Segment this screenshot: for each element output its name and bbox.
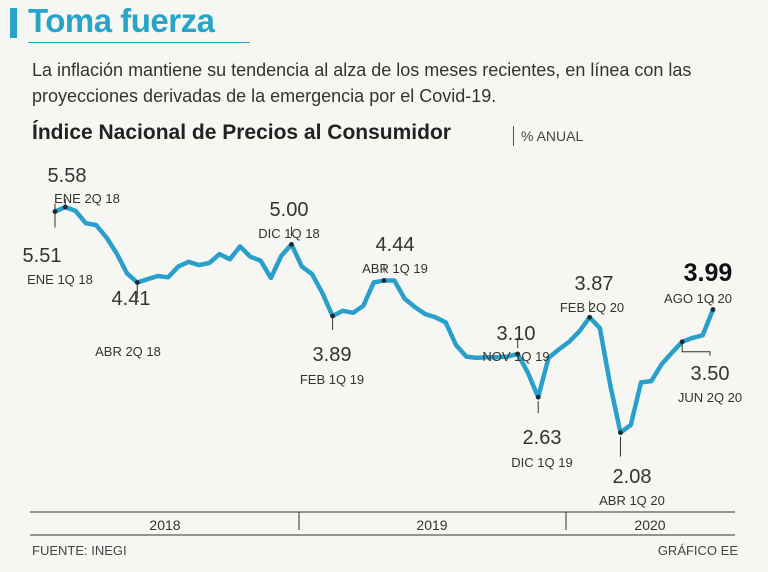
data-label-date-3: DIC 1Q 18 [258, 226, 319, 241]
data-point-4 [330, 313, 335, 319]
chart-title-separator [513, 126, 514, 146]
data-label-date-0: ENE 1Q 18 [27, 272, 93, 287]
data-point-10 [679, 339, 685, 345]
data-label-date-6: NOV 1Q 19 [482, 349, 549, 364]
data-label-date-11: AGO 1Q 20 [664, 291, 732, 306]
data-label-value-4: 3.89 [313, 344, 352, 366]
title-underline [28, 42, 250, 43]
subtitle: La inflación mantiene su tendencia al al… [32, 60, 692, 106]
data-label-date-9: ABR 1Q 20 [599, 493, 665, 508]
source-note: FUENTE: INEGI [32, 543, 127, 558]
data-point-6 [515, 351, 521, 357]
data-label-value-9: 2.08 [613, 466, 652, 488]
data-point-0 [52, 209, 58, 214]
data-label-value-0: 5.51 [23, 245, 62, 267]
data-label-value-11: 3.99 [684, 259, 733, 287]
data-label-date-7: DIC 1Q 19 [511, 455, 572, 470]
data-label-value-5: 4.44 [376, 234, 415, 256]
chart-title: Índice Nacional de Precios al Consumidor [32, 121, 451, 144]
data-label-date-8: FEB 2Q 20 [560, 300, 624, 315]
data-label-date-2: ABR 2Q 18 [95, 344, 161, 359]
data-label-value-6: 3.10 [497, 323, 536, 345]
data-point-5 [381, 278, 387, 283]
data-label-value-1: 5.58 [48, 165, 87, 187]
data-label-date-5: ABR 1Q 19 [362, 261, 428, 276]
leader-line-10 [681, 341, 711, 356]
data-label-value-7: 2.63 [523, 427, 562, 449]
data-label-value-8: 3.87 [575, 273, 614, 295]
data-point-8 [587, 314, 593, 320]
data-label-value-3: 5.00 [270, 199, 309, 221]
data-point-9 [618, 430, 623, 436]
data-label-date-4: FEB 1Q 19 [300, 372, 364, 387]
x-tick-label-2019: 2019 [416, 517, 447, 533]
title-accent-bar [10, 8, 17, 38]
page-title: Toma fuerza [28, 2, 215, 39]
x-tick-label-2018: 2018 [149, 517, 180, 533]
data-label-value-2: 4.41 [112, 288, 151, 310]
data-point-3 [289, 242, 294, 247]
data-point-11 [710, 307, 716, 312]
credit-note: GRÁFICO EE [657, 543, 738, 558]
data-point-2 [134, 280, 140, 285]
x-tick-label-2020: 2020 [634, 517, 665, 533]
chart-unit-label: % ANUAL [521, 128, 584, 144]
data-point-1 [62, 204, 68, 210]
data-label-date-1: ENE 2Q 18 [54, 191, 120, 206]
data-label-date-10: JUN 2Q 20 [678, 390, 742, 405]
data-point-7 [535, 394, 541, 400]
data-label-value-10: 3.50 [691, 363, 730, 385]
